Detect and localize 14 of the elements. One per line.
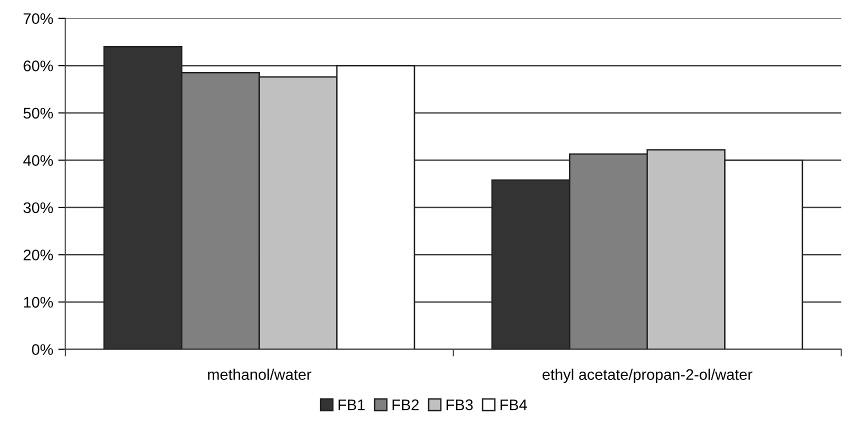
legend-label: FB1 — [338, 400, 365, 410]
y-tick-label: 20% — [24, 250, 53, 260]
x-tick-label: methanol/water — [208, 368, 312, 380]
y-tick-label: 60% — [24, 60, 53, 72]
y-tick-label: 0% — [32, 344, 53, 355]
y-tick-label: 70% — [24, 13, 53, 24]
legend-label: FB4 — [500, 400, 527, 410]
y-tick-label: 10% — [24, 296, 53, 308]
x-tick-label: ethyl acetate/propan-2-ol/water — [542, 368, 752, 383]
y-tick-label: 40% — [23, 155, 53, 166]
legend-label: FB3 — [446, 399, 473, 410]
y-tick-label: 50% — [24, 108, 53, 119]
legend-label: FB2 — [392, 399, 419, 410]
y-tick-label: 30% — [23, 202, 53, 214]
